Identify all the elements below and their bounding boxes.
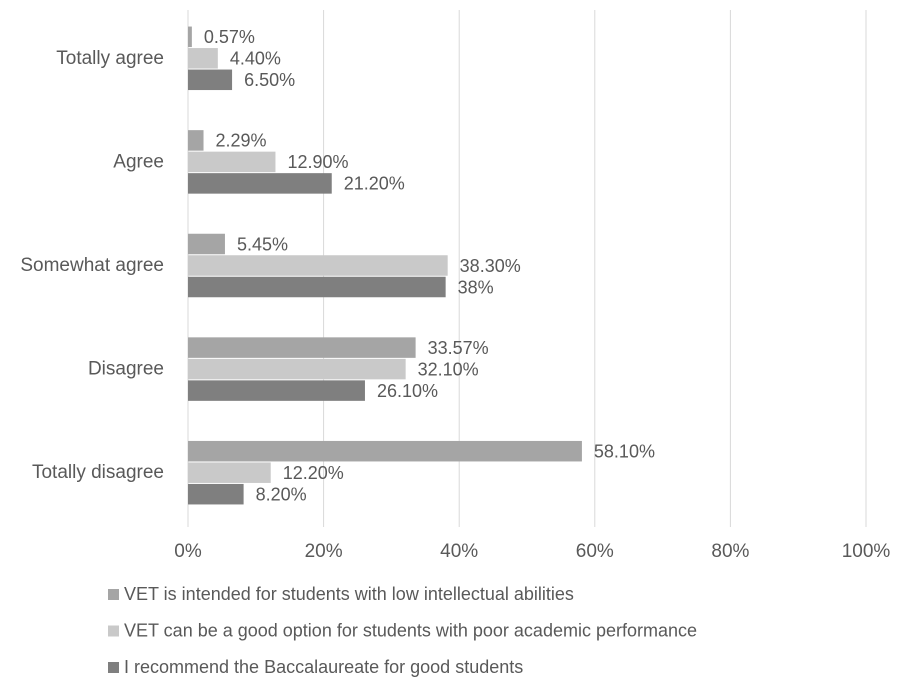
value-label: 21.20% [344,174,405,194]
value-label: 58.10% [594,441,655,461]
y-tick-label: Totally agree [56,48,164,69]
bar [188,151,276,173]
bar [188,337,416,358]
legend-label: VET is intended for students with low in… [124,584,574,604]
x-tick-label: 40% [440,541,478,562]
value-label: 2.29% [216,131,267,151]
legend-label: I recommend the Baccalaureate for good s… [124,657,523,677]
value-label: 12.90% [287,152,348,172]
x-tick-label: 80% [711,541,749,562]
legend-swatch [108,589,119,600]
bar [188,69,233,91]
y-tick-label: Agree [113,151,164,172]
y-tick-label: Totally disagree [32,462,164,483]
bar [188,483,244,505]
bar [188,440,582,462]
value-label: 0.57% [204,27,255,47]
x-tick-label: 100% [842,541,891,562]
value-label: 38% [458,277,494,297]
bar [188,255,448,276]
bar [188,233,225,255]
y-tick-label: Somewhat agree [20,255,164,276]
bar [188,276,446,298]
value-label: 6.50% [244,70,295,90]
value-label: 8.20% [256,484,307,504]
bar [188,130,204,151]
bar [188,173,332,194]
value-label: 38.30% [460,256,521,276]
x-tick-label: 20% [305,541,343,562]
legend-swatch [108,625,119,637]
value-label: 33.57% [428,338,489,358]
x-tick-label: 0% [174,541,202,562]
bar [188,380,365,401]
value-label: 5.45% [237,234,288,254]
value-label: 26.10% [377,381,438,401]
bar [188,26,192,48]
value-label: 32.10% [418,359,479,379]
bar [188,48,218,69]
bar [188,462,271,483]
value-label: 4.40% [230,49,281,69]
value-label: 12.20% [283,463,344,483]
bar [188,358,406,380]
legend-label: VET can be a good option for students wi… [124,620,697,640]
y-tick-label: Disagree [88,359,164,380]
x-tick-label: 60% [576,541,614,562]
legend-swatch [108,662,119,673]
